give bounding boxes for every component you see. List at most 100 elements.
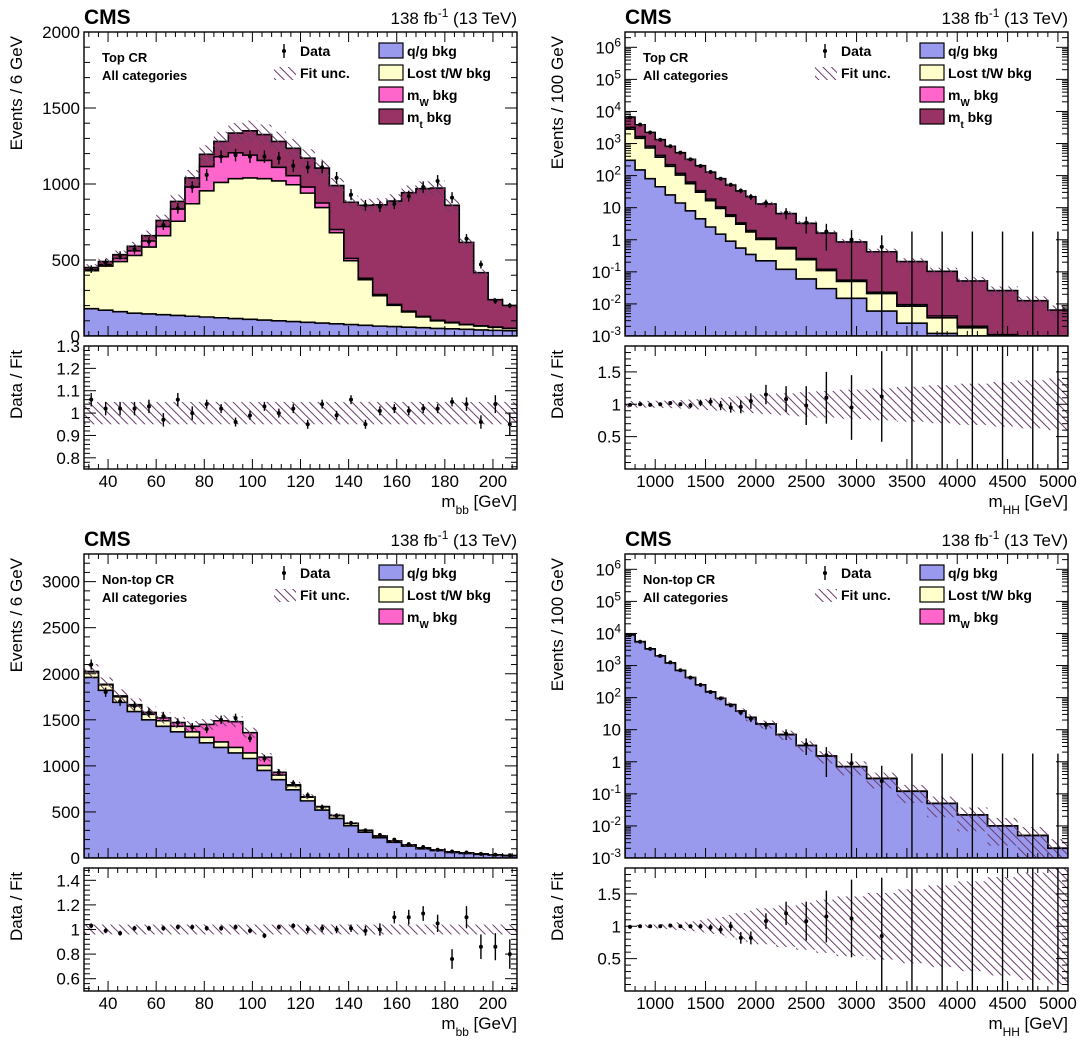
ratio-unc-bin: [228, 401, 243, 425]
data-point: [132, 247, 137, 252]
x-tick-label: 200: [479, 994, 507, 1013]
ratio-point: [132, 926, 137, 931]
data-point: [103, 690, 108, 695]
data-point: [161, 223, 166, 228]
x-axis-title: mbb [GeV]: [441, 1014, 517, 1039]
data-point: [698, 682, 703, 687]
ratio-unc-bin: [473, 924, 489, 935]
chart-panel-bottom-right: 10-3 10-2 10-1 1 10 102 103 104 105 106 1000 1500 20…: [548, 528, 1077, 1039]
stack-qgbkg: [84, 676, 517, 858]
legend-qg-label: q/g bkg: [407, 565, 457, 581]
legend-lost-label: Lost t/W bkg: [948, 65, 1032, 81]
y-tick-label: 10: [602, 199, 621, 218]
fit-unc-bin: [84, 663, 99, 679]
data-point: [849, 237, 854, 242]
ratio-point: [377, 927, 382, 932]
fit-unc-bin: [199, 145, 214, 164]
legend-qg-swatch: [919, 564, 945, 581]
y-tick-label: 0: [71, 849, 80, 868]
legend-data-dot: [823, 571, 827, 575]
x-tick-label: 2500: [787, 994, 825, 1013]
x-axis: 40 60 80 100 120 140 160 180 200: [88, 32, 513, 491]
y-axis-main: 10-3 10-2 10-1 1 10 102 103 104 105 106: [592, 31, 1068, 346]
ratio-point: [638, 924, 643, 929]
y-tick-label: 10-1: [592, 782, 622, 804]
data-point: [648, 646, 653, 651]
ratio-point: [175, 397, 180, 402]
legend-lost-label: Lost t/W bkg: [407, 65, 491, 81]
y-tick-label: 1500: [42, 99, 80, 118]
data-point: [118, 253, 123, 258]
fit-unc-bin: [271, 131, 287, 152]
data-point: [435, 847, 440, 852]
data-point: [688, 675, 693, 680]
ratio-point: [233, 925, 238, 930]
x-axis-title: mbb [GeV]: [441, 492, 517, 517]
ratio-tick-label: 1.2: [56, 896, 80, 915]
region-label: Top CR: [102, 50, 148, 65]
ratio-area: [625, 868, 1068, 991]
ratio-tick-label: 1.4: [56, 871, 80, 890]
cms-label: CMS: [84, 6, 131, 29]
y-tick-label: 2000: [42, 23, 80, 42]
data-point: [688, 157, 693, 162]
legend-lost-swatch: [378, 586, 404, 603]
x-axis-title: mHH [GeV]: [988, 492, 1068, 517]
data-point: [763, 201, 768, 206]
lumi-label: 138 fb-1 (13 TeV): [390, 6, 517, 28]
data-point: [658, 137, 663, 142]
ratio-point: [493, 402, 498, 407]
ratio-point: [118, 931, 123, 936]
ratio-area: [84, 906, 517, 969]
fit-unc-bin: [213, 131, 229, 152]
y-tick-label: 10-2: [592, 814, 622, 836]
data-point: [638, 122, 643, 127]
ratio-unc-bin: [776, 905, 797, 947]
ratio-point: [103, 928, 108, 933]
x-tick-label: 60: [147, 994, 166, 1013]
y-axis-title: Events / 100 GeV: [548, 557, 567, 691]
data-point: [204, 172, 209, 177]
ratio-unc-bin: [199, 401, 214, 425]
y-axis-ratio: 0.8 0.9 1 1.1 1.2 1.3: [56, 337, 517, 468]
y-axis-main: 0 500 1000 1500 2000: [42, 23, 517, 346]
data-point: [464, 850, 469, 855]
ratio-frame: [624, 345, 1069, 470]
ratio-point: [392, 915, 397, 920]
fit-unc-bin: [242, 120, 258, 142]
ratio-point: [824, 395, 829, 400]
y-tick-label: 3000: [42, 573, 80, 592]
category-label: All categories: [643, 68, 728, 83]
ratio-frame: [624, 867, 1069, 992]
ratio-point: [668, 923, 673, 928]
y-tick-label: 2500: [42, 619, 80, 638]
y-tick-label: 500: [52, 251, 80, 270]
data-point: [493, 852, 498, 857]
data-point: [219, 717, 224, 722]
ratio-point: [190, 411, 195, 416]
stack-losttwbkg: [84, 177, 517, 336]
y-tick-label: 106: [595, 557, 621, 579]
ratio-point: [678, 924, 683, 929]
data-point: [698, 163, 703, 168]
data-point: [291, 163, 296, 168]
ratio-point: [118, 406, 123, 411]
x-tick-label: 200: [479, 472, 507, 491]
ratio-unc-bin: [257, 401, 272, 425]
ratio-point: [175, 925, 180, 930]
data-point: [824, 753, 829, 758]
y-axis-main: 0 500 1000 1500 2000 2500 3000: [42, 553, 517, 868]
legend-mw-swatch: [378, 608, 404, 625]
data-point: [89, 662, 94, 667]
x-tick-label: 180: [431, 994, 459, 1013]
ratio-frame: [83, 345, 518, 470]
x-tick-label: 4000: [938, 472, 976, 491]
legend-mw-label: mW bkg: [948, 87, 998, 109]
legend-data-label: Data: [841, 43, 872, 59]
data-point: [638, 639, 643, 644]
data-point: [305, 793, 310, 798]
ratio-unc-bin: [459, 401, 474, 425]
data-point: [190, 725, 195, 730]
ratio-unc-bin: [401, 924, 416, 935]
ratio-point: [262, 933, 267, 938]
